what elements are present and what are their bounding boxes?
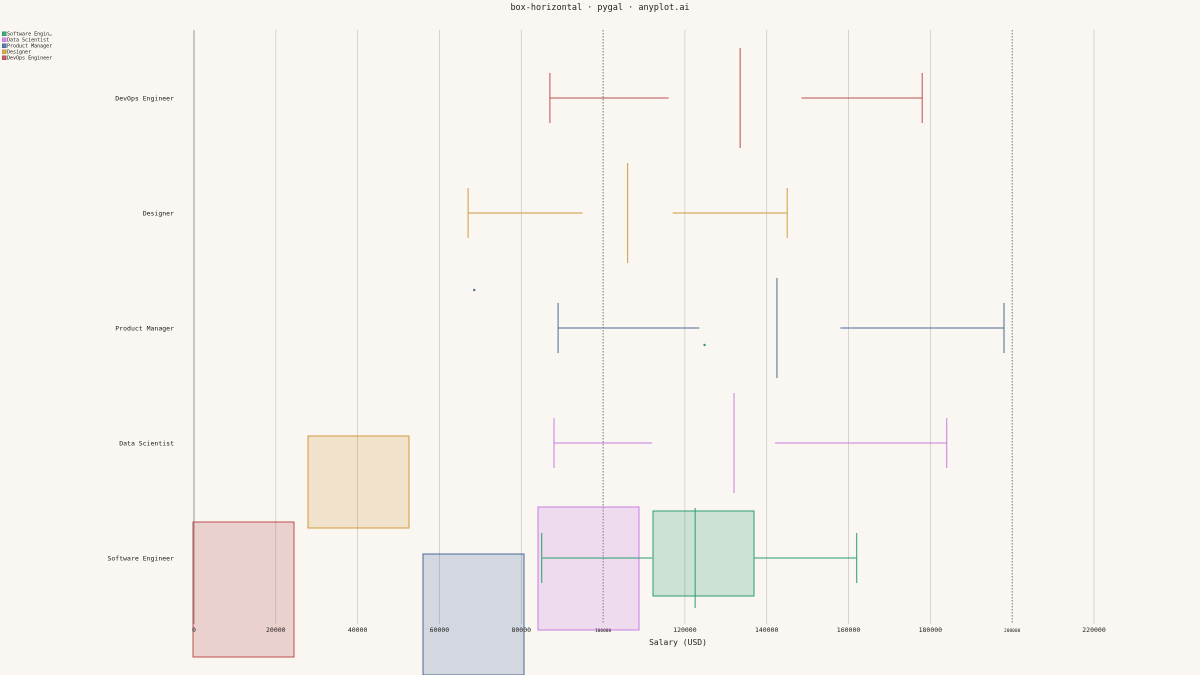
box-rect <box>652 510 755 597</box>
legend-item[interactable]: Data Scientist <box>7 37 49 43</box>
category-label: Designer <box>143 210 174 218</box>
x-tick-label: 180000 <box>919 626 943 634</box>
whisker-glyphs <box>467 48 1005 608</box>
x-tick-label: 100000 <box>595 628 612 634</box>
grid-lines <box>193 30 1095 624</box>
category-labels: DevOps Engineer Designer Product Manager Da… <box>107 95 174 563</box>
x-tick-label: 200000 <box>1004 628 1021 634</box>
x-tick-label: 40000 <box>348 626 368 634</box>
x-tick-label: 0 <box>192 626 196 634</box>
category-label: Software Engineer <box>107 555 174 563</box>
legend-item[interactable]: Product Manager <box>7 43 52 49</box>
x-tick-labels: 0 20000 40000 60000 80000 100000 120000 140000 1… <box>192 626 1106 634</box>
x-tick-label: 140000 <box>755 626 779 634</box>
x-tick-label: 60000 <box>430 626 450 634</box>
legend-item[interactable]: Software Engin… <box>7 31 52 37</box>
legend-swatch <box>2 37 7 42</box>
legend-swatch <box>2 49 7 54</box>
x-tick-label: 160000 <box>837 626 861 634</box>
category-label: Data Scientist <box>119 440 174 448</box>
x-tick-label: 220000 <box>1082 626 1106 634</box>
chart-title: box-horizontal · pygal · anyplot.ai <box>510 3 689 13</box>
legend-swatch <box>2 31 7 36</box>
outlier-point <box>473 288 476 292</box>
box-rect <box>307 435 410 529</box>
x-tick-label: 120000 <box>673 626 697 634</box>
outlier-point <box>703 343 706 347</box>
legend-item[interactable]: Designer <box>7 49 31 55</box>
x-axis-label: Salary (USD) <box>649 638 707 647</box>
box-glyphs <box>192 435 755 675</box>
category-label: DevOps Engineer <box>115 95 174 103</box>
x-tick-label: 20000 <box>266 626 286 634</box>
box-rect <box>192 521 295 658</box>
box-rect <box>537 506 640 631</box>
legend-swatch <box>2 55 7 60</box>
legend-swatch <box>2 43 7 48</box>
box-rect <box>422 553 525 675</box>
x-tick-label: 80000 <box>511 626 531 634</box>
category-label: Product Manager <box>115 325 174 333</box>
legend-item[interactable]: DevOps Engineer <box>7 55 52 61</box>
